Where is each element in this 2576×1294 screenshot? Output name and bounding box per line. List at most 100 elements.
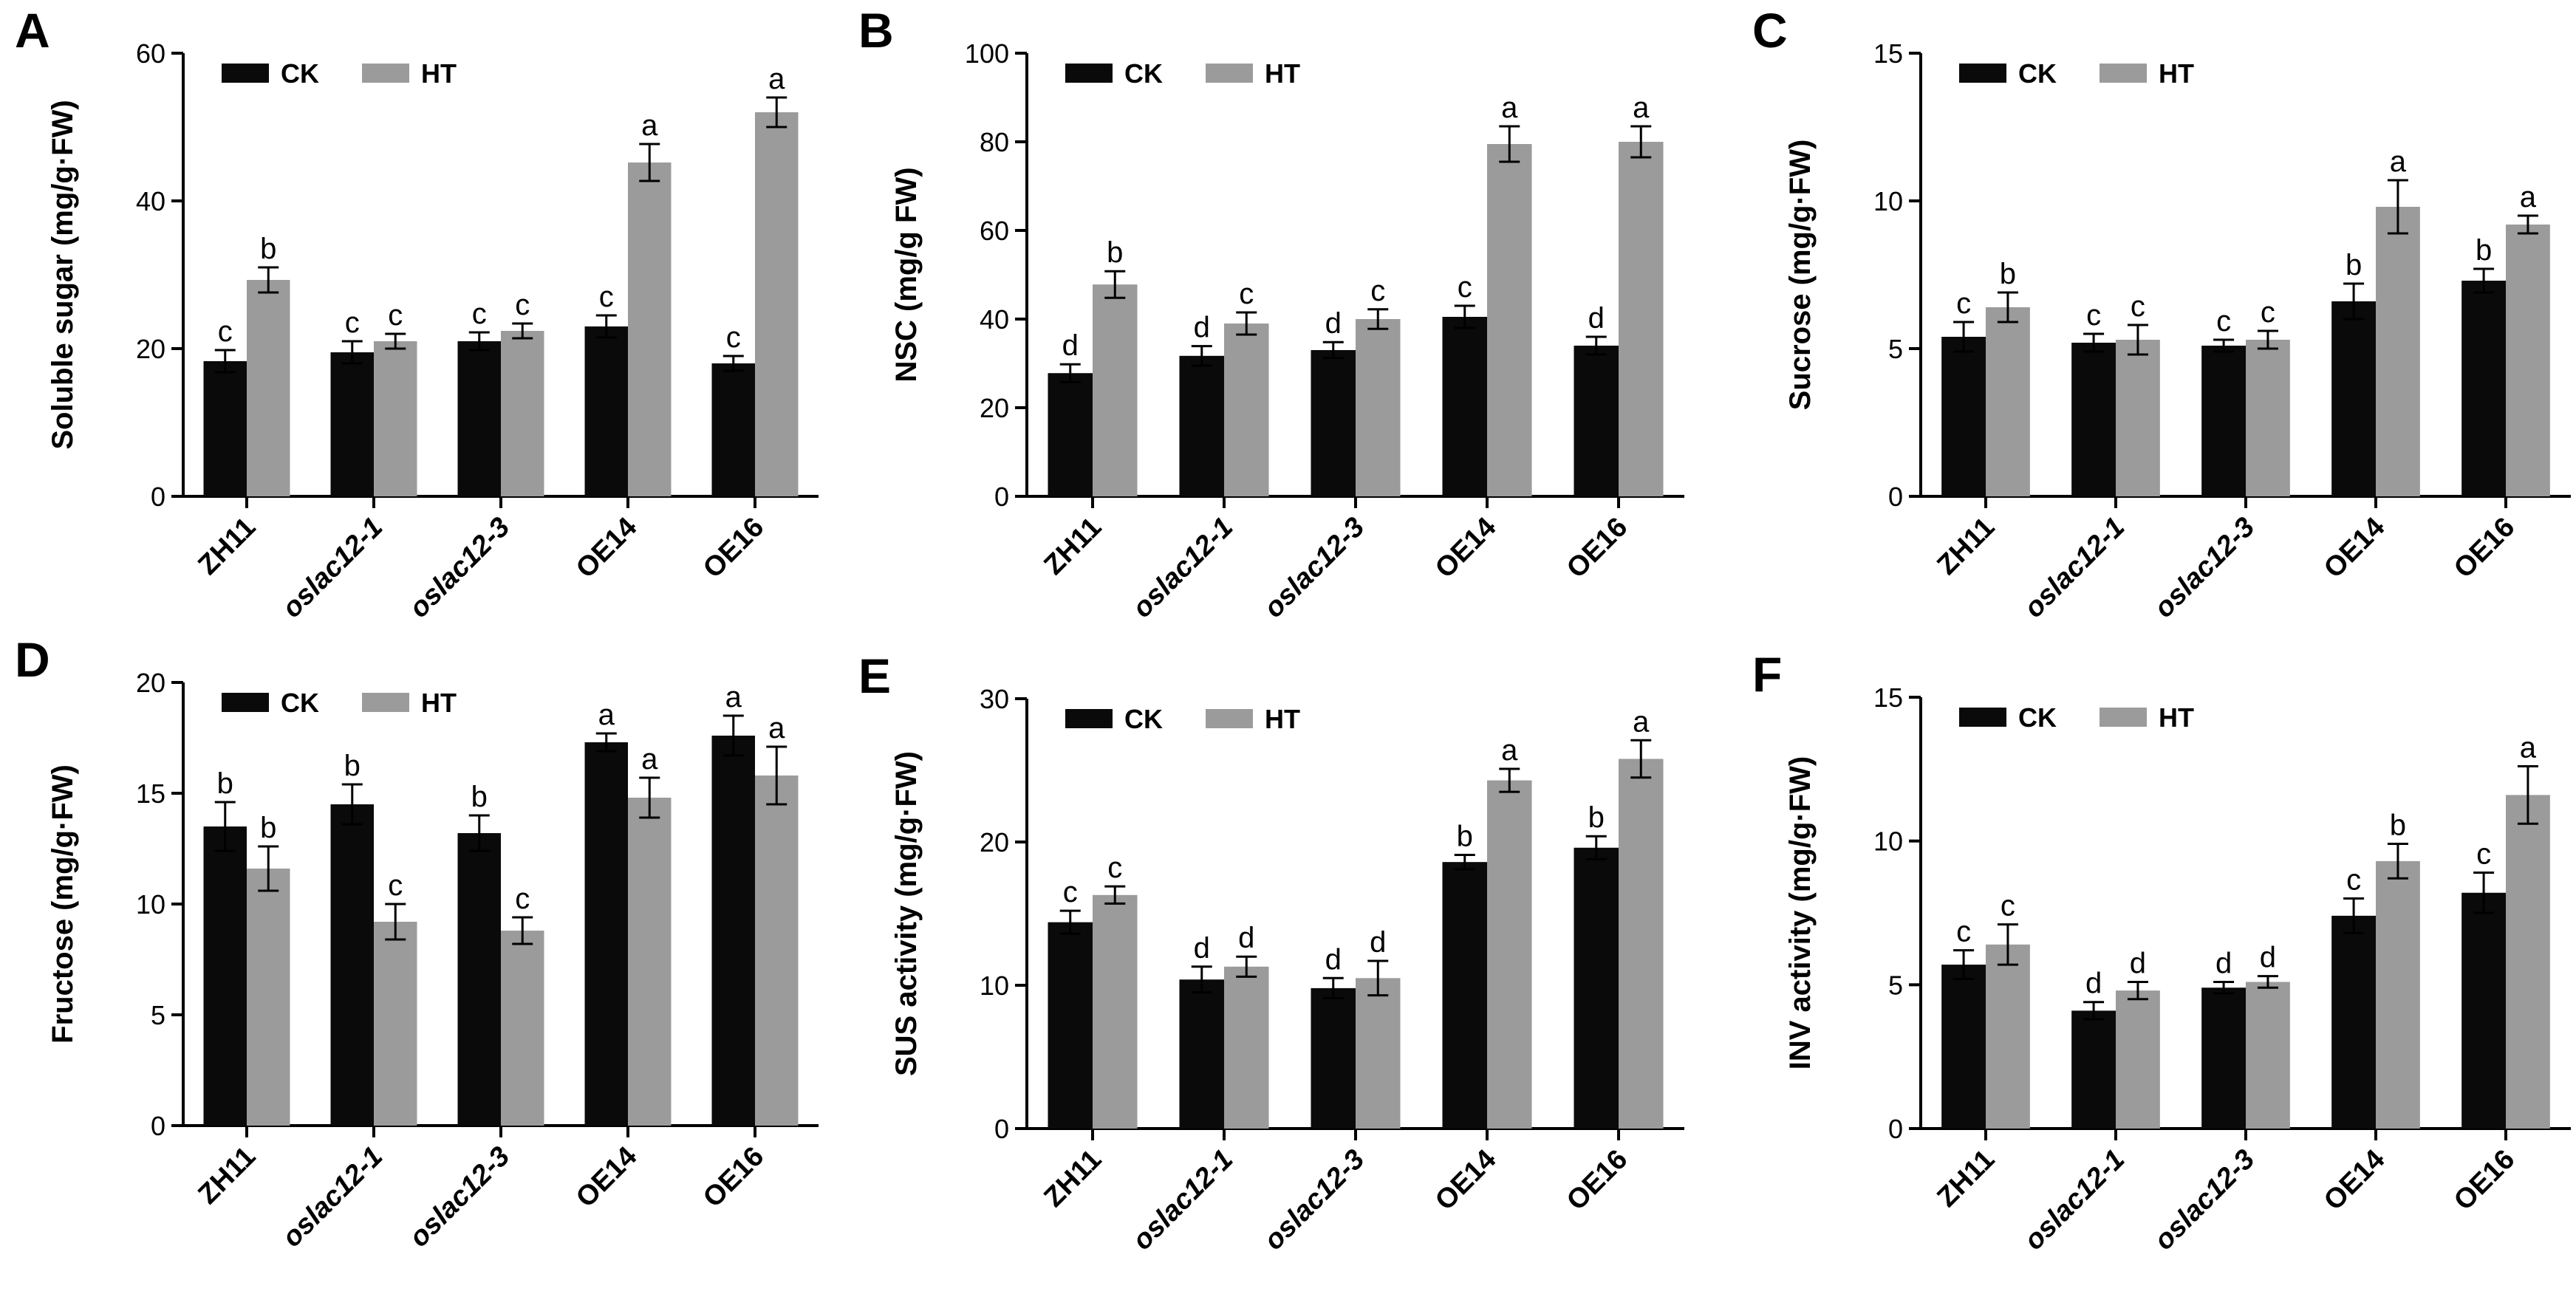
- legend-swatch-ck: [1959, 708, 2006, 727]
- significance-letter-ht: c: [388, 299, 403, 332]
- bar-ht: [1986, 944, 2030, 1129]
- bar-ht: [2506, 795, 2550, 1129]
- y-tick-label: 0: [1888, 482, 1903, 512]
- x-category-label: oslac12-3: [1258, 512, 1370, 624]
- y-tick-label: 10: [1873, 826, 1903, 857]
- bar-ck: [2201, 346, 2246, 496]
- bar-ck: [1941, 337, 1986, 496]
- bar-ht: [374, 341, 417, 496]
- y-tick-label: 15: [136, 778, 165, 809]
- significance-letter-ht: a: [641, 743, 658, 776]
- x-category-label: OE14: [2318, 512, 2391, 584]
- significance-letter-ht: a: [768, 712, 785, 744]
- significance-letter-ck: b: [1457, 820, 1473, 852]
- bar-ck: [1179, 979, 1224, 1129]
- bar-ht: [374, 922, 417, 1126]
- legend-swatch-ck: [1959, 64, 2006, 83]
- bar-ck: [1048, 373, 1093, 496]
- x-category-label: OE16: [697, 1141, 770, 1213]
- significance-letter-ck: c: [2476, 838, 2491, 870]
- legend-label-ck: CK: [1124, 58, 1163, 89]
- bar-ht: [1487, 144, 1532, 496]
- significance-letter-ht: a: [1633, 705, 1650, 738]
- legend-label-ht: HT: [2159, 702, 2194, 733]
- bar-ck: [2331, 915, 2376, 1129]
- significance-letter-ck: c: [1063, 876, 1078, 908]
- significance-letter-ht: a: [2520, 731, 2537, 764]
- y-axis-title: NSC (mg/g FW): [890, 167, 923, 382]
- legend-swatch-ht: [1206, 64, 1253, 83]
- y-tick-label: 0: [1888, 1114, 1903, 1144]
- x-category-label: ZH11: [1038, 512, 1107, 581]
- significance-letter-ht: a: [1501, 92, 1518, 124]
- x-category-label: ZH11: [1038, 1144, 1107, 1213]
- bar-ht: [2246, 982, 2290, 1129]
- x-category-label: ZH11: [192, 512, 262, 581]
- significance-letter-ht: a: [1633, 92, 1650, 124]
- significance-letter-ht: c: [1239, 278, 1254, 310]
- significance-letter-ht: c: [388, 869, 403, 902]
- y-tick-label: 10: [1873, 186, 1903, 216]
- bar-ht: [1487, 780, 1532, 1129]
- panel-letter: F: [1752, 647, 1782, 702]
- bar-ck: [330, 352, 374, 496]
- x-category-label: oslac12-1: [2018, 1144, 2131, 1256]
- bar-ck: [1941, 965, 1986, 1129]
- significance-letter-ht: a: [641, 109, 658, 142]
- bar-ht: [501, 931, 544, 1126]
- significance-letter-ck: c: [2086, 299, 2101, 332]
- bar-ck: [1311, 350, 1356, 496]
- x-category-label: ZH11: [192, 1141, 262, 1211]
- y-tick-label: 60: [980, 216, 1009, 246]
- legend-swatch-ht: [1206, 709, 1253, 728]
- significance-letter-ht: c: [2001, 890, 2015, 922]
- legend-swatch-ht: [362, 64, 409, 83]
- significance-letter-ht: d: [2260, 942, 2276, 974]
- legend-swatch-ck: [222, 693, 269, 712]
- bar-ht: [628, 162, 672, 496]
- significance-letter-ck: c: [1956, 916, 1971, 948]
- significance-letter-ht: c: [515, 289, 530, 321]
- significance-letter-ck: d: [1588, 302, 1605, 335]
- bar-ck: [711, 363, 755, 496]
- significance-letter-ck: c: [726, 321, 741, 354]
- bar-ht: [1093, 284, 1138, 496]
- x-category-label: oslac12-1: [276, 1141, 389, 1253]
- bar-ck: [1574, 346, 1619, 496]
- y-tick-label: 0: [994, 482, 1009, 512]
- bar-ht: [1224, 324, 1269, 496]
- bar-ck: [457, 833, 501, 1126]
- legend-label-ht: HT: [421, 58, 457, 89]
- significance-letter-ck: d: [1062, 329, 1079, 362]
- bar-ht: [755, 112, 799, 496]
- bar-ht: [2506, 225, 2550, 496]
- bar-ht: [1619, 142, 1664, 496]
- y-tick-label: 5: [151, 1000, 165, 1030]
- y-axis-title: Soluble sugar (mg/g·FW): [47, 100, 79, 449]
- bar-ht: [755, 776, 799, 1126]
- significance-letter-ht: b: [1107, 236, 1123, 269]
- significance-letter-ck: b: [2476, 234, 2492, 267]
- x-category-label: oslac12-3: [2148, 1144, 2261, 1256]
- bar-ht: [247, 280, 290, 496]
- x-category-label: oslac12-3: [403, 1141, 516, 1253]
- x-category-label: OE16: [1561, 1144, 1633, 1216]
- x-category-label: OE16: [697, 512, 770, 584]
- significance-letter-ht: c: [2131, 290, 2145, 323]
- significance-letter-ht: a: [2390, 146, 2407, 178]
- legend-swatch-ck: [1065, 709, 1113, 728]
- y-axis-title: Fructose (mg/g·FW): [47, 764, 79, 1044]
- significance-letter-ck: c: [1956, 287, 1971, 320]
- panel-letter: A: [15, 3, 50, 58]
- bar-ck: [2071, 1010, 2116, 1129]
- significance-letter-ck: c: [1458, 271, 1472, 304]
- significance-letter-ck: a: [725, 681, 742, 713]
- y-tick-label: 0: [151, 482, 165, 512]
- significance-letter-ht: a: [768, 63, 785, 95]
- y-tick-label: 0: [151, 1111, 165, 1141]
- significance-letter-ht: d: [1370, 926, 1386, 959]
- y-tick-label: 60: [136, 38, 165, 69]
